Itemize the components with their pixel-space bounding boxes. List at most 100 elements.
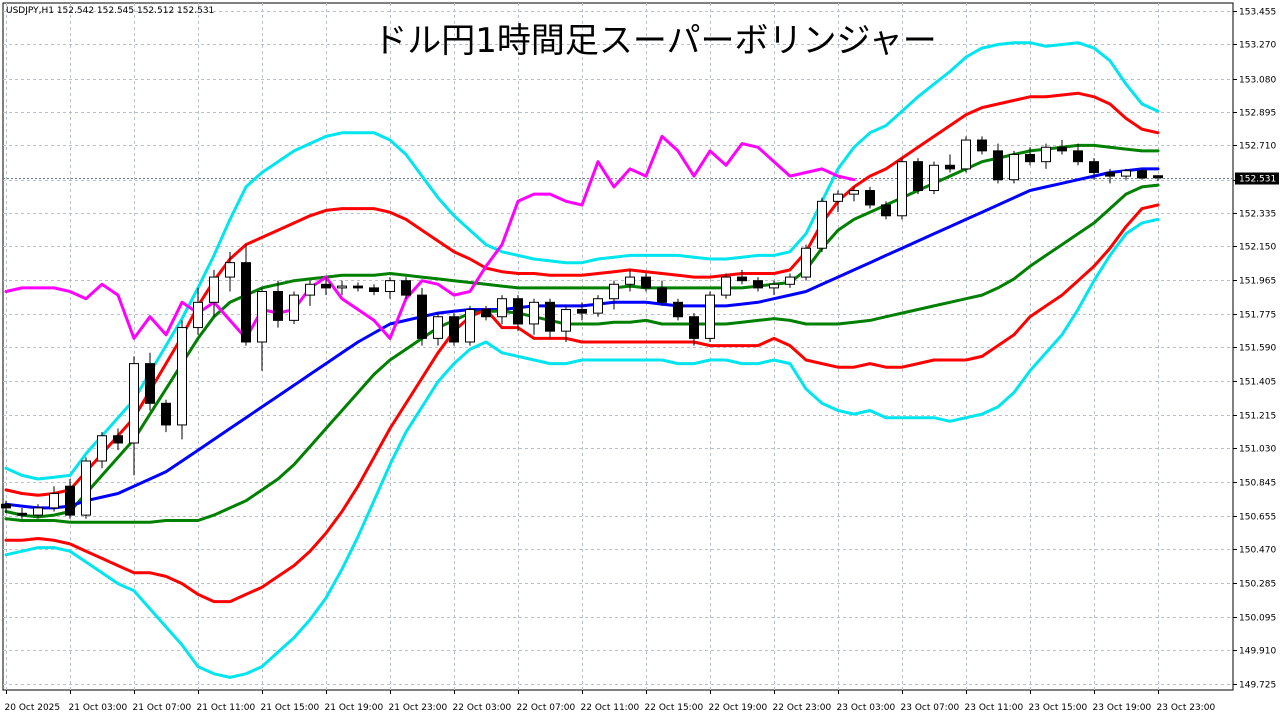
candle (481, 305, 491, 321)
candle (593, 295, 603, 317)
candle (753, 277, 763, 292)
candle (321, 277, 331, 296)
symbol-info: USDJPY,H1 152.542 152.545 152.512 152.53… (6, 6, 214, 16)
candle (465, 305, 475, 346)
current-price-tag: 152.531 (1235, 172, 1279, 185)
band-line-7 (4, 134, 856, 340)
candle (849, 186, 859, 202)
candle (49, 486, 59, 512)
x-tick-label: 22 Oct 19:00 (709, 703, 768, 713)
candle-body (129, 363, 139, 444)
candle-body (593, 298, 603, 314)
candle-body (641, 276, 651, 289)
candles (1, 136, 1163, 519)
candle (513, 295, 523, 332)
candle-body (17, 512, 27, 516)
candle-body (337, 285, 347, 289)
x-tick-label: 22 Oct 03:00 (453, 703, 512, 713)
candle (417, 287, 427, 346)
candle (289, 291, 299, 324)
x-tick-label: 22 Oct 07:00 (517, 703, 576, 713)
candle-body (1009, 153, 1019, 181)
candle-body (49, 492, 59, 509)
candle (161, 399, 171, 433)
y-tick-label: 151.590 (1239, 344, 1276, 354)
y-axis: 153.455 153.270 153.080 152.895 152.710 152.5… (1233, 8, 1276, 691)
candle (529, 298, 539, 335)
candle (1153, 175, 1163, 182)
candle-body (577, 309, 587, 314)
candle (609, 280, 619, 310)
candle (1105, 168, 1115, 184)
candle-body (1105, 171, 1115, 177)
candle (337, 280, 347, 296)
candle (625, 269, 635, 292)
candle-body (529, 301, 539, 325)
candle (657, 280, 667, 306)
y-tick-label: 153.080 (1239, 76, 1276, 86)
y-tick-label: 150.095 (1239, 614, 1276, 624)
candle (561, 305, 571, 342)
candle (1121, 168, 1131, 180)
candle-body (913, 161, 923, 192)
candle (801, 244, 811, 281)
candle (673, 298, 683, 321)
y-tick-label: 152.150 (1239, 243, 1276, 253)
candle-body (1121, 170, 1131, 177)
y-tick-label: 149.910 (1239, 647, 1276, 657)
candle (705, 291, 715, 342)
candle (977, 136, 987, 155)
candle-body (353, 285, 363, 289)
candle-body (801, 247, 811, 278)
candle (961, 136, 971, 173)
x-tick-label: 23 Oct 07:00 (901, 703, 960, 713)
candle (1041, 143, 1051, 169)
candle-body (753, 280, 763, 289)
candle (737, 269, 747, 285)
candle-body (657, 287, 667, 303)
x-tick-label: 23 Oct 19:00 (1093, 703, 1152, 713)
candle (817, 197, 827, 252)
candle-body (465, 309, 475, 343)
y-tick-label: 151.405 (1239, 378, 1276, 388)
candle-body (625, 276, 635, 285)
candle-body (609, 283, 619, 300)
candle (865, 186, 875, 209)
y-tick-label: 150.845 (1239, 479, 1276, 489)
candle-body (881, 204, 891, 217)
candle-body (145, 363, 155, 404)
candle (113, 428, 123, 451)
candle (721, 273, 731, 299)
candle (545, 298, 555, 339)
candle-body (1057, 146, 1067, 152)
y-tick-label: 152.335 (1239, 210, 1276, 220)
candle-body (849, 190, 859, 195)
x-tick-label: 21 Oct 23:00 (389, 703, 448, 713)
candle-body (945, 164, 955, 170)
candle-body (321, 283, 331, 289)
y-tick-label: 152.710 (1239, 142, 1276, 152)
candle (881, 201, 891, 220)
candle (945, 154, 955, 173)
candle-body (833, 193, 843, 202)
y-tick-label: 152.895 (1239, 109, 1276, 119)
x-tick-label: 21 Oct 19:00 (325, 703, 384, 713)
x-tick-label: 20 Oct 2025 (5, 703, 61, 713)
candle-body (273, 291, 283, 321)
candle-body (177, 327, 187, 426)
candle-body (689, 316, 699, 339)
y-tick-label: 151.215 (1239, 412, 1276, 422)
candle-body (705, 294, 715, 339)
candle-body (497, 298, 507, 318)
candle-body (513, 298, 523, 325)
candle (273, 280, 283, 328)
candle-body (401, 280, 411, 296)
candle-body (977, 139, 987, 152)
candle (1073, 143, 1083, 166)
candle (385, 277, 395, 299)
y-tick-label: 149.725 (1239, 681, 1276, 691)
x-tick-label: 22 Oct 23:00 (773, 703, 832, 713)
candle (929, 161, 939, 195)
candle (1, 500, 11, 514)
